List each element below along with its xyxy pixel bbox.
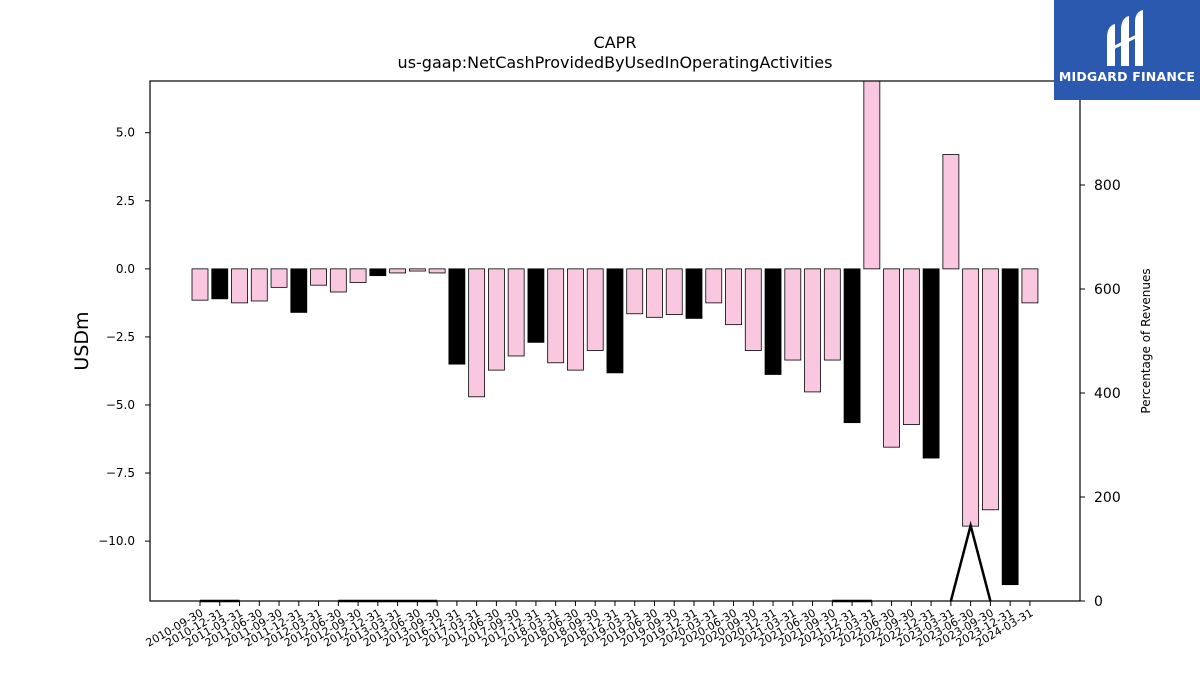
y2-tick-label: 400 [1094, 386, 1121, 402]
bar-2011-09-30 [270, 268, 288, 288]
bar-2013-06-30 [408, 268, 426, 272]
y-axis-right: 0 200 400 600 800 [1080, 178, 1121, 610]
chart-subtitle: us-gaap:NetCashProvidedByUsedInOperating… [398, 53, 833, 72]
bar-2022-06-30 [883, 268, 900, 448]
bar-2019-03-31 [626, 268, 644, 315]
bar-2023-03-31 [942, 154, 960, 270]
bar-2011-06-30 [250, 268, 268, 302]
y-tick-label: 2.5 [116, 194, 135, 208]
y-tick-label: −10.0 [98, 534, 135, 548]
x-axis: 2010-09-302010-12-312011-03-312011-06-30… [144, 601, 1035, 650]
bar-2017-06-30 [487, 268, 505, 371]
bar-2019-12-31 [685, 268, 703, 319]
bar-2024-03-31 [1021, 268, 1039, 304]
bar-2012-09-30 [349, 268, 367, 283]
y2-tick-label: 600 [1094, 282, 1121, 298]
bar-2012-12-31 [369, 268, 387, 277]
bars-group [191, 81, 1039, 586]
bar-2016-12-31 [448, 268, 466, 365]
bar-2012-06-30 [329, 268, 347, 293]
bar-2011-12-31 [290, 268, 308, 313]
bar-2022-12-31 [922, 268, 940, 459]
y-tick-label: −7.5 [106, 466, 135, 480]
y-axis-label: USDm [71, 311, 93, 370]
bar-2021-03-31 [784, 268, 802, 361]
bar-2020-06-30 [725, 268, 742, 326]
bar-2022-09-30 [902, 268, 920, 425]
bar-2020-12-31 [764, 268, 782, 375]
bar-2012-03-31 [310, 268, 327, 286]
y-tick-label: 0.0 [116, 262, 135, 276]
bar-2021-09-30 [823, 268, 841, 361]
bar-2019-09-30 [665, 268, 683, 315]
y2-axis-label: Percentage of Revenues [1139, 268, 1153, 413]
bar-2018-03-31 [547, 268, 565, 364]
bar-2010-09-30 [191, 268, 209, 301]
midgard-finance-logo: MIDGARD FINANCE [1054, 0, 1200, 100]
bar-2018-06-30 [567, 268, 584, 371]
bar-2017-03-31 [468, 268, 486, 398]
y2-tick-label: 0 [1094, 594, 1103, 610]
bar-2023-06-30 [962, 268, 980, 527]
bar-2018-09-30 [586, 268, 604, 351]
y-tick-label: 5.0 [116, 126, 135, 140]
y2-tick-label: 800 [1094, 178, 1121, 194]
bar-2021-12-31 [843, 268, 861, 424]
bar-2022-03-31 [863, 81, 881, 270]
bar-2023-12-31 [1001, 268, 1019, 586]
pct-line-group [200, 520, 992, 603]
bar-2019-06-30 [646, 268, 663, 318]
bar-2023-09-30 [982, 268, 999, 511]
bar-2013-09-30 [428, 268, 446, 274]
bar-2021-06-30 [804, 268, 821, 393]
y-tick-label: −2.5 [106, 330, 135, 344]
bar-2017-12-31 [527, 268, 545, 343]
pct-line-segment [949, 520, 992, 602]
bar-2013-03-31 [389, 268, 407, 274]
y-tick-label: −5.0 [106, 398, 135, 412]
bar-2020-03-31 [705, 268, 723, 304]
bar-2020-09-30 [744, 268, 762, 351]
chart-title: CAPR [594, 33, 637, 52]
bar-2017-09-30 [507, 268, 525, 357]
bar-2010-12-31 [211, 268, 229, 300]
bar-2018-12-31 [606, 268, 624, 374]
y-axis-left: 5.0 2.5 0.0 −2.5 −5.0 −7.5 −10.0 [98, 126, 150, 548]
y2-tick-label: 200 [1094, 490, 1121, 506]
bar-2011-03-31 [231, 268, 248, 304]
logo-text: MIDGARD FINANCE [1058, 69, 1196, 84]
midgard-logo-icon [1107, 10, 1143, 66]
